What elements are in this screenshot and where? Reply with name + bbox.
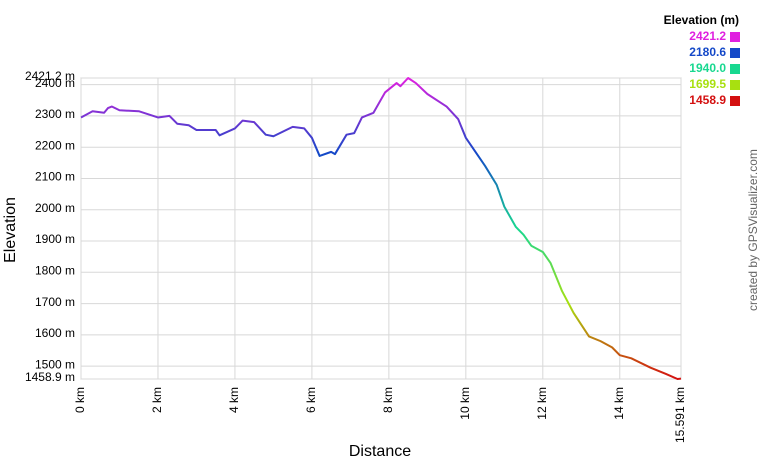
y-tick-label: 2200 m — [35, 138, 75, 152]
legend-swatch — [730, 80, 740, 90]
legend-label: 2421.2 — [689, 29, 726, 43]
legend-swatch — [730, 96, 740, 106]
x-tick-label: 15.591 km — [673, 387, 687, 443]
elevation-line — [80, 77, 682, 380]
y-axis-title: Elevation — [2, 197, 19, 263]
x-tick-label: 10 km — [458, 387, 472, 420]
x-tick-label: 0 km — [73, 387, 87, 413]
y-tick-label: 1900 m — [35, 232, 75, 246]
y-tick-label: 2100 m — [35, 170, 75, 184]
y-tick-label: 2400 m — [35, 76, 75, 90]
legend-swatch — [730, 32, 740, 42]
legend-swatch — [730, 64, 740, 74]
y-tick-label: 2421.2 m — [25, 69, 75, 83]
y-tick-label: 2300 m — [35, 107, 75, 121]
credit: created by GPSVisualizer.com — [746, 149, 760, 311]
legend-swatch — [730, 48, 740, 58]
x-axis-title: Distance — [349, 443, 411, 460]
legend-title: Elevation (m) — [664, 13, 739, 27]
y-tick-label: 1600 m — [35, 326, 75, 340]
x-tick-label: 4 km — [227, 387, 241, 413]
x-tick-label: 2 km — [150, 387, 164, 413]
y-tick-label: 1458.9 m — [25, 370, 75, 384]
legend-label: 1699.5 — [689, 77, 726, 91]
x-tick-label: 12 km — [535, 387, 549, 420]
y-tick-label: 1800 m — [35, 263, 75, 277]
x-tick-label: 6 km — [304, 387, 318, 413]
legend-label: 1940.0 — [689, 61, 726, 75]
x-tick-label: 14 km — [612, 387, 626, 420]
legend-label: 2180.6 — [689, 45, 726, 59]
x-tick-label: 8 km — [381, 387, 395, 413]
y-tick-label: 1500 m — [35, 357, 75, 371]
y-tick-label: 2000 m — [35, 201, 75, 215]
plot-area — [80, 77, 682, 380]
legend-label: 1458.9 — [689, 93, 726, 107]
y-tick-label: 1700 m — [35, 295, 75, 309]
